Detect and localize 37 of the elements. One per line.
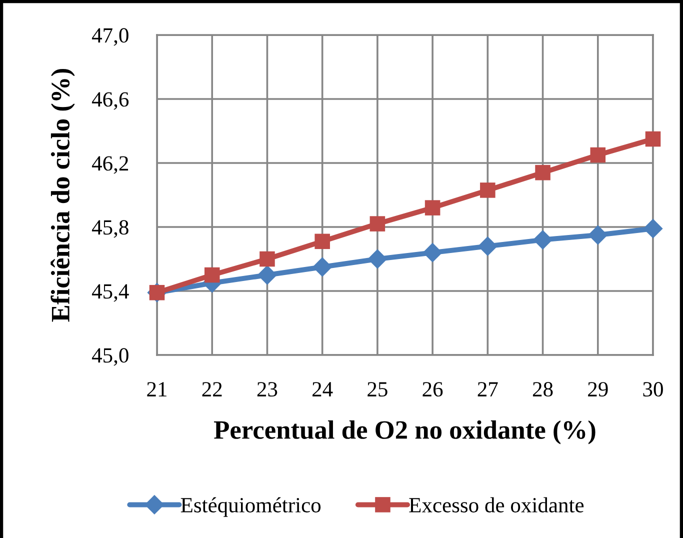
point <box>645 131 661 147</box>
point <box>368 249 388 269</box>
y-tick-label: 46,2 <box>92 156 128 174</box>
point <box>643 218 663 238</box>
point <box>260 251 275 267</box>
point <box>314 234 330 250</box>
point <box>532 230 553 250</box>
y-tick-label: 47,0 <box>92 28 128 46</box>
x-tick-label: 30 <box>643 382 663 397</box>
y-tick-label: 46,6 <box>92 92 129 110</box>
point <box>257 265 278 285</box>
y-tick-label: 45,8 <box>92 220 128 238</box>
x-tick-label: 23 <box>257 382 278 397</box>
y-tick-label: 45,4 <box>92 284 129 302</box>
legend-label: Excesso de oxidante <box>409 497 584 512</box>
point <box>480 182 496 198</box>
x-tick-label: 26 <box>422 382 443 397</box>
x-tick-label: 24 <box>312 382 333 396</box>
point <box>204 267 220 283</box>
x-tick-label: 21 <box>147 382 166 396</box>
point <box>424 200 440 216</box>
x-axis-title: Percentual de O2 no oxidante (%) <box>214 420 596 444</box>
point <box>588 225 608 245</box>
x-tick-label: 27 <box>478 382 498 396</box>
y-axis-title: Eficiência do ciclo (%) <box>50 69 75 322</box>
legend-label: Estéquiométrico <box>180 497 321 517</box>
x-tick-label: 22 <box>202 382 222 396</box>
point <box>535 164 550 180</box>
point <box>312 257 332 277</box>
point <box>478 236 498 256</box>
x-tick-label: 29 <box>588 382 608 397</box>
x-tick-label: 28 <box>532 382 553 397</box>
x-tick-label: 25 <box>368 382 388 397</box>
y-tick-label: 45,0 <box>92 348 128 366</box>
point <box>422 242 442 262</box>
point <box>590 147 606 163</box>
point <box>370 216 386 232</box>
